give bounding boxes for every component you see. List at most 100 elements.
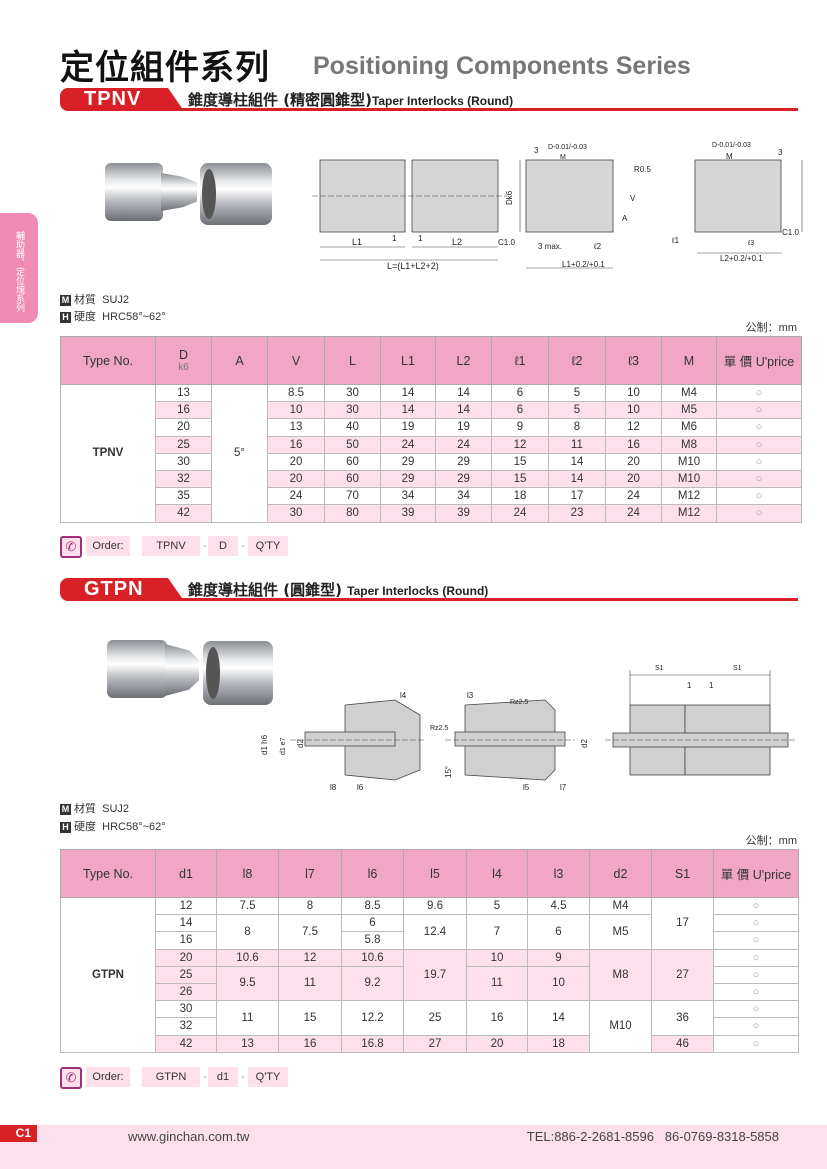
dim-label: l7 [560, 783, 567, 792]
dim-label: L=(L1+L2+2) [387, 261, 439, 271]
table-cell: 10.6 [341, 948, 404, 967]
table-cell: 10 [267, 401, 325, 420]
table-cell: 10 [527, 965, 590, 1002]
table-cell: 11 [216, 1000, 279, 1036]
table-cell: 30 [155, 452, 212, 471]
price-option[interactable]: ○ [713, 914, 799, 933]
table-cell: 20 [605, 469, 662, 489]
price-option[interactable]: ○ [713, 1017, 799, 1036]
table-cell: 40 [324, 418, 381, 437]
table-row: TPNV 13 5° 8.5 30 14 14 6 5 10 M4 ○ [60, 383, 802, 523]
section-title: 錐度導柱組件 (精密圓錐型)Taper Interlocks (Round) [188, 89, 513, 110]
dim-label: L2 [452, 237, 462, 247]
table-cell: 29 [380, 452, 436, 471]
column-header: V [267, 336, 325, 385]
dim-label: d1 e7 [280, 737, 287, 755]
table-cell: 10 [466, 948, 528, 967]
table-cell: M4 [589, 896, 652, 916]
price-option[interactable]: ○ [716, 435, 802, 454]
section-header-gtpn: GTPN 錐度導柱組件 (圓錐型) Taper Interlocks (Roun… [60, 578, 798, 602]
phone-icon: ✆ [60, 536, 82, 558]
column-header-label: ℓ2 [571, 353, 583, 368]
table-cell: 32 [155, 1017, 217, 1036]
hardness-line: H 硬度 HRC58°~62° [60, 308, 166, 324]
material-icon: M [60, 804, 71, 815]
table-cell: 16 [278, 1034, 342, 1053]
price-option[interactable]: ○ [716, 418, 802, 437]
table-cell: 42 [155, 1034, 217, 1053]
table-cell: 6 [491, 383, 549, 403]
order-label: Order: [86, 1067, 130, 1087]
price-option[interactable]: ○ [713, 1000, 799, 1019]
website-link[interactable]: www.ginchan.com.tw [128, 1129, 250, 1144]
section-title-cn: 錐度導柱組件 (精密圓錐型) [188, 91, 372, 109]
order-part: Q'TY [248, 536, 288, 556]
price-option[interactable]: ○ [716, 504, 802, 523]
column-header: ℓ1 [491, 336, 549, 385]
table-cell: M5 [589, 914, 652, 950]
table-cell: M5 [661, 401, 717, 420]
dim-label: S1 [655, 665, 664, 672]
table-cell: 18 [491, 487, 549, 506]
table-cell: M8 [589, 948, 652, 1002]
table-cell: 14 [527, 1000, 590, 1036]
price-option[interactable]: ○ [716, 401, 802, 420]
column-header: l8 [216, 849, 279, 898]
dim-label: l4 [400, 691, 407, 700]
price-option[interactable]: ○ [713, 982, 799, 1002]
table-row: 26 ○ [61, 982, 799, 1002]
table-cell: 42 [155, 504, 212, 523]
price-option[interactable]: ○ [713, 965, 799, 984]
price-option[interactable]: ○ [716, 452, 802, 471]
price-option[interactable]: ○ [713, 948, 799, 967]
column-header-label: ℓ3 [628, 353, 639, 368]
dim-label: 3 max. [538, 242, 562, 251]
table-cell: 15 [491, 469, 549, 489]
technical-drawing-tpnv: L1 L2 L=(L1+L2+2) 1 1 3 D-0.01/-0.03 M D… [312, 142, 803, 271]
order-format-gtpn: ✆ Order: GTPN - d1- Q'TY [60, 1067, 320, 1089]
section-title: 錐度導柱組件 (圓錐型) Taper Interlocks (Round) [188, 579, 488, 600]
dim-label: d1 h6 [260, 734, 269, 755]
column-header-label: V [291, 353, 301, 368]
price-option[interactable]: ○ [716, 383, 802, 403]
price-option[interactable]: ○ [716, 469, 802, 489]
material-icon: M [60, 295, 71, 306]
table-cell: M4 [661, 383, 717, 403]
table-cell: 30 [155, 1000, 217, 1019]
technical-drawing-gtpn: l4 l3 Rz2.5 Rz2.5 d1 h6 d1 e7 d2 d2 l8 l… [260, 665, 795, 792]
hardness-icon: H [60, 822, 71, 833]
table-cell: 24 [605, 487, 662, 506]
price-option[interactable]: ○ [716, 487, 802, 506]
table-cell: 8 [548, 418, 606, 437]
material-value: SUJ2 [102, 294, 130, 306]
material-line: M 材質 SUJ2 [60, 800, 129, 816]
dim-label: Rz2.5 [430, 725, 448, 732]
table-cell: 32 [155, 469, 212, 489]
column-header: l4 [466, 849, 528, 898]
price-option[interactable]: ○ [713, 1034, 799, 1053]
dim-label: ℓ3 [747, 240, 754, 247]
side-category-tab[interactable]: 輔助器、定位塊系列 [0, 213, 38, 323]
dim-label: L2+0.2/+0.1 [720, 254, 763, 263]
price-option[interactable]: ○ [713, 931, 799, 950]
hardness-value: HRC58°~62° [102, 311, 166, 323]
order-part: GTPN [142, 1067, 200, 1087]
column-header: Type No. [60, 849, 156, 898]
dim-label: 1 [709, 681, 714, 690]
table-cell: 60 [324, 469, 381, 489]
column-header-label: D [178, 348, 189, 362]
table-cell: 16 [155, 401, 212, 420]
dim-label: 3 [778, 148, 783, 157]
table-cell: 16 [155, 931, 217, 950]
table-cell: 30 [267, 504, 325, 523]
dim-label: 15° [444, 766, 453, 778]
dim-label: D-0.01/-0.03 [548, 144, 587, 151]
page-title-cn: 定位組件系列 [60, 48, 270, 88]
column-header: L2 [435, 336, 492, 385]
table-cell: 5 [548, 401, 606, 420]
hardness-label: 硬度 [74, 311, 96, 323]
price-option[interactable]: ○ [713, 896, 799, 916]
column-header: L [324, 336, 381, 385]
product-photo-tpnv [105, 163, 197, 221]
table-cell: 7.5 [278, 914, 342, 950]
